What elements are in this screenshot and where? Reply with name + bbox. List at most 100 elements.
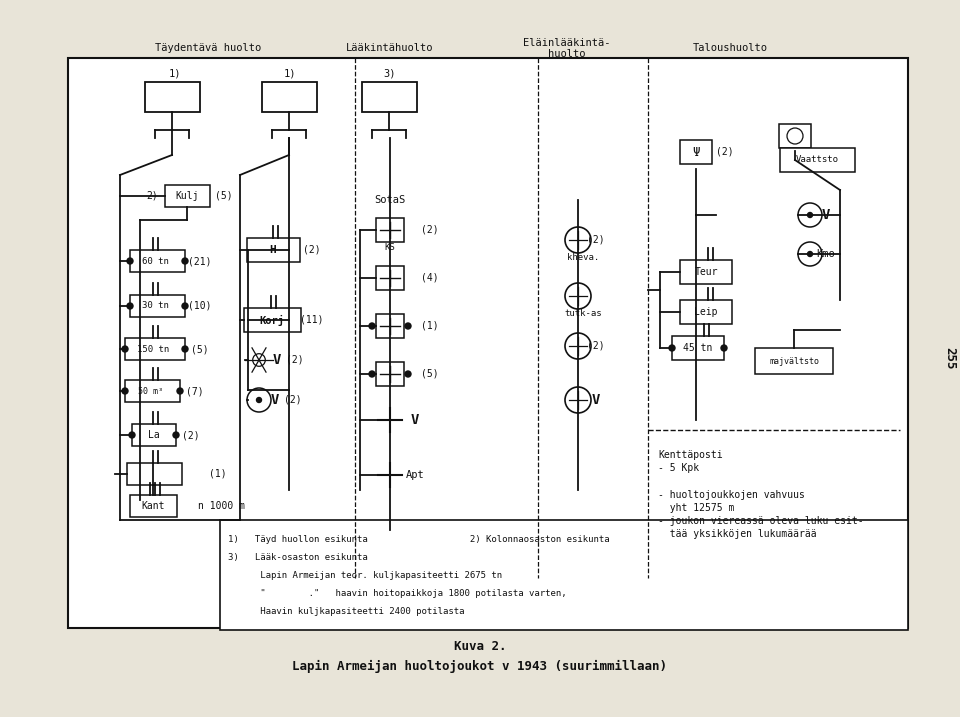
- Text: 255: 255: [944, 347, 956, 369]
- Text: Lapin Armeijan teor. kuljkapasiteetti 2675 tn: Lapin Armeijan teor. kuljkapasiteetti 26…: [228, 571, 502, 580]
- Circle shape: [182, 303, 188, 309]
- Bar: [145, 82, 200, 112]
- Bar: [680, 140, 712, 164]
- Circle shape: [127, 258, 133, 264]
- Text: (2): (2): [182, 430, 200, 440]
- Text: (7): (7): [186, 386, 204, 396]
- Text: Taloushuolto: Taloushuolto: [692, 43, 767, 53]
- Text: 1): 1): [284, 68, 297, 78]
- Text: Täydentävä huolto: Täydentävä huolto: [155, 43, 261, 53]
- Bar: [376, 218, 404, 242]
- Circle shape: [256, 397, 261, 402]
- Bar: [125, 338, 185, 360]
- Bar: [376, 362, 404, 386]
- Bar: [127, 463, 182, 485]
- Text: "        ."   haavin hoitopaikkoja 1800 potilasta varten,: " ." haavin hoitopaikkoja 1800 potilasta…: [228, 589, 566, 598]
- Text: (2): (2): [286, 355, 303, 365]
- Text: - joukon viereassä oleva luku esit-: - joukon viereassä oleva luku esit-: [658, 516, 864, 526]
- Text: Kant: Kant: [141, 501, 165, 511]
- Text: (2): (2): [421, 225, 439, 235]
- Text: (5): (5): [191, 344, 209, 354]
- Text: Eläinlääkintä-: Eläinlääkintä-: [523, 38, 611, 48]
- Circle shape: [721, 345, 727, 351]
- Text: Haavin kuljkapasiteetti 2400 potilasta: Haavin kuljkapasiteetti 2400 potilasta: [228, 607, 465, 616]
- Circle shape: [129, 432, 135, 438]
- Text: - 5 Kpk: - 5 Kpk: [658, 463, 699, 473]
- Circle shape: [669, 345, 675, 351]
- Text: tää yksikköjen lukumäärää: tää yksikköjen lukumäärää: [658, 529, 817, 539]
- Text: (2): (2): [284, 395, 301, 405]
- Text: huolto: huolto: [548, 49, 586, 59]
- Bar: [220, 520, 908, 630]
- Text: H: H: [270, 245, 276, 255]
- Text: (11): (11): [300, 315, 324, 325]
- Text: Lääkintähuolto: Lääkintähuolto: [347, 43, 434, 53]
- Text: Kuva 2.: Kuva 2.: [454, 640, 506, 653]
- Text: 3)   Lääk-osaston esikunta: 3) Lääk-osaston esikunta: [228, 553, 368, 562]
- Circle shape: [122, 388, 128, 394]
- Circle shape: [173, 432, 179, 438]
- Text: 60 tn: 60 tn: [141, 257, 168, 265]
- Bar: [672, 336, 724, 360]
- Text: (2): (2): [588, 235, 605, 245]
- Bar: [779, 124, 811, 148]
- Circle shape: [182, 258, 188, 264]
- Text: (2): (2): [303, 245, 321, 255]
- Text: V: V: [271, 393, 279, 407]
- Bar: [125, 380, 180, 402]
- Circle shape: [405, 371, 411, 377]
- Text: Lapin Armeijan huoltojoukot v 1943 (suurimmillaan): Lapin Armeijan huoltojoukot v 1943 (suur…: [293, 660, 667, 673]
- Text: SotaS: SotaS: [374, 195, 406, 205]
- Bar: [262, 82, 317, 112]
- Circle shape: [807, 252, 812, 257]
- Text: Kulj: Kulj: [176, 191, 199, 201]
- Text: 50 m³: 50 m³: [138, 386, 163, 396]
- Circle shape: [177, 388, 183, 394]
- Text: 45 tn: 45 tn: [684, 343, 712, 353]
- Bar: [130, 295, 185, 317]
- Circle shape: [405, 323, 411, 329]
- Bar: [68, 58, 908, 628]
- Text: (5): (5): [421, 369, 439, 379]
- Text: Kenttäposti: Kenttäposti: [658, 450, 723, 460]
- Text: n 1000 m: n 1000 m: [198, 501, 245, 511]
- Circle shape: [122, 346, 128, 352]
- Text: Apt: Apt: [406, 470, 424, 480]
- Bar: [362, 82, 417, 112]
- Text: kheva.: kheva.: [566, 254, 599, 262]
- Text: 1)   Täyd huollon esikunta                   2) Kolonnaosaston esikunta: 1) Täyd huollon esikunta 2) Kolonnaosast…: [228, 535, 610, 544]
- Text: V: V: [273, 353, 281, 367]
- Bar: [247, 238, 300, 262]
- Bar: [680, 300, 732, 324]
- Text: (2): (2): [716, 147, 733, 157]
- Text: Vaattsto: Vaattsto: [796, 156, 838, 164]
- Text: V: V: [411, 413, 420, 427]
- Text: 3): 3): [384, 68, 396, 78]
- Text: KS: KS: [385, 244, 396, 252]
- Text: tutk-as: tutk-as: [564, 310, 602, 318]
- Bar: [680, 260, 732, 284]
- Text: 1): 1): [169, 68, 181, 78]
- Text: yht 12575 m: yht 12575 m: [658, 503, 734, 513]
- Circle shape: [807, 212, 812, 217]
- Text: (21): (21): [188, 256, 212, 266]
- Bar: [130, 250, 185, 272]
- Text: (2): (2): [588, 341, 605, 351]
- Text: (4): (4): [421, 273, 439, 283]
- Text: - huoltojoukkojen vahvuus: - huoltojoukkojen vahvuus: [658, 490, 804, 500]
- Text: La: La: [148, 430, 160, 440]
- Text: V: V: [822, 208, 830, 222]
- Text: Leip: Leip: [694, 307, 718, 317]
- Text: majvältsto: majvältsto: [769, 356, 819, 366]
- Text: Teur: Teur: [694, 267, 718, 277]
- Text: Korj: Korj: [259, 315, 284, 326]
- Text: Ψ: Ψ: [692, 146, 700, 158]
- Text: 30 tn: 30 tn: [141, 302, 168, 310]
- Bar: [376, 314, 404, 338]
- Bar: [376, 266, 404, 290]
- Bar: [132, 424, 176, 446]
- Text: (10): (10): [188, 301, 212, 311]
- Text: (5): (5): [215, 190, 233, 200]
- Text: 2): 2): [146, 190, 157, 200]
- Text: V: V: [591, 393, 600, 407]
